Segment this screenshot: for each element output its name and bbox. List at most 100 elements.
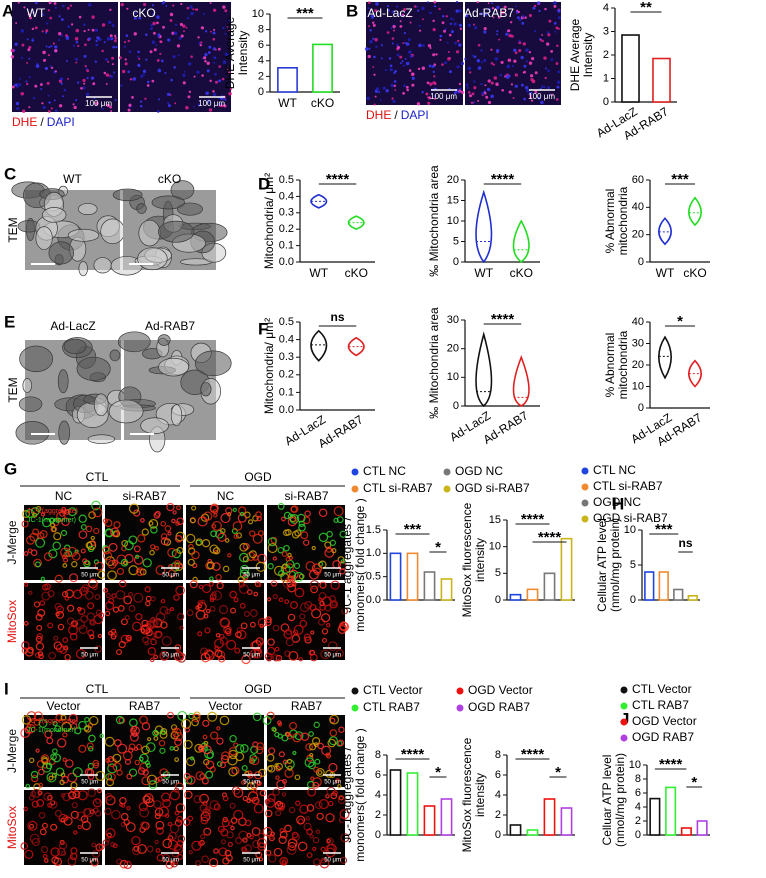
texture-dot <box>200 652 211 663</box>
texture-dot <box>50 66 54 70</box>
texture-dot <box>51 772 57 778</box>
texture-dot <box>41 30 44 33</box>
texture-dot <box>111 63 114 66</box>
texture-dot <box>68 713 78 723</box>
texture-dot <box>370 15 374 19</box>
bar <box>406 772 419 836</box>
texture-dot <box>15 101 20 106</box>
texture-dot <box>48 775 54 781</box>
texture-dot <box>416 5 419 8</box>
texture-dot <box>453 22 457 26</box>
texture-dot <box>333 517 339 524</box>
texture-dot <box>173 560 181 567</box>
texture-dot <box>231 766 240 775</box>
texture-dot <box>485 95 489 99</box>
texture-dot <box>137 844 147 854</box>
texture-dot <box>491 6 495 10</box>
texture-dot <box>327 641 338 651</box>
texture-dot <box>78 624 88 635</box>
texture-dot <box>202 719 210 727</box>
y-tick-label: 3 <box>603 25 609 37</box>
texture-dot <box>91 842 97 848</box>
texture-dot <box>114 34 117 38</box>
y-axis-label: JC-1 aggregates / <box>340 747 354 843</box>
texture-dot <box>243 611 250 617</box>
texture-dot <box>64 653 71 661</box>
texture-blob <box>109 349 121 362</box>
texture-dot <box>22 510 30 518</box>
texture-dot <box>444 27 447 31</box>
texture-dot <box>51 527 57 532</box>
texture-dot <box>50 107 53 110</box>
texture-dot <box>222 5 226 9</box>
texture-dot <box>20 91 24 96</box>
significance-label: * <box>435 539 441 556</box>
texture-dot <box>230 817 238 824</box>
texture-dot <box>50 823 58 831</box>
texture-dot <box>35 64 40 68</box>
texture-dot <box>520 83 524 87</box>
texture-dot <box>256 515 262 522</box>
texture-dot <box>191 718 199 727</box>
texture-dot <box>495 49 500 53</box>
texture-dot <box>47 94 50 97</box>
texture-dot <box>182 73 186 77</box>
texture-dot <box>177 54 180 57</box>
texture-dot <box>173 727 179 732</box>
column-label: si-RAB7 <box>122 489 166 503</box>
texture-dot <box>37 790 43 796</box>
texture-dot <box>84 807 94 818</box>
violin <box>347 336 365 357</box>
texture-dot <box>40 88 43 90</box>
texture-dot <box>421 66 426 70</box>
texture-dot <box>511 64 514 67</box>
texture-dot <box>90 535 96 541</box>
texture-dot <box>480 49 483 52</box>
texture-dot <box>16 82 19 85</box>
column-label: NC <box>217 489 235 503</box>
texture-dot <box>221 819 230 828</box>
texture-dot <box>425 92 429 96</box>
texture-dot <box>191 550 200 560</box>
texture-dot <box>146 737 152 742</box>
texture-dot <box>281 860 287 865</box>
texture-dot <box>156 109 160 113</box>
texture-dot <box>140 624 151 635</box>
texture-dot <box>40 576 46 581</box>
texture-dot <box>531 57 535 61</box>
texture-dot <box>125 822 136 833</box>
texture-dot <box>167 104 171 108</box>
texture-dot <box>510 34 514 38</box>
texture-dot <box>25 648 34 657</box>
texture-dot <box>69 632 78 641</box>
texture-dot <box>490 94 494 99</box>
texture-dot <box>71 853 78 860</box>
texture-dot <box>142 795 151 804</box>
texture-blob <box>140 417 169 434</box>
y-axis-label: mitochondria <box>616 186 630 255</box>
bar <box>406 552 419 601</box>
texture-dot <box>38 653 44 660</box>
texture-dot <box>288 569 299 580</box>
texture-dot <box>62 792 71 802</box>
texture-dot <box>57 31 62 36</box>
texture-dot <box>499 73 503 77</box>
texture-dot <box>275 809 282 817</box>
texture-dot <box>193 795 202 804</box>
texture-dot <box>304 757 315 768</box>
texture-dot <box>252 712 262 722</box>
y-tick-label: 0.5 <box>279 316 294 328</box>
texture-dot <box>160 520 167 527</box>
texture-dot <box>508 90 512 94</box>
texture-dot <box>62 757 67 762</box>
texture-dot <box>503 5 507 9</box>
texture-dot <box>378 91 381 94</box>
bar <box>560 537 573 601</box>
texture-dot <box>165 4 168 7</box>
texture-dot <box>219 715 230 726</box>
texture-dot <box>459 27 463 31</box>
texture-dot <box>285 732 291 737</box>
bar <box>526 588 539 601</box>
texture-dot <box>372 66 375 68</box>
texture-dot <box>557 70 561 74</box>
